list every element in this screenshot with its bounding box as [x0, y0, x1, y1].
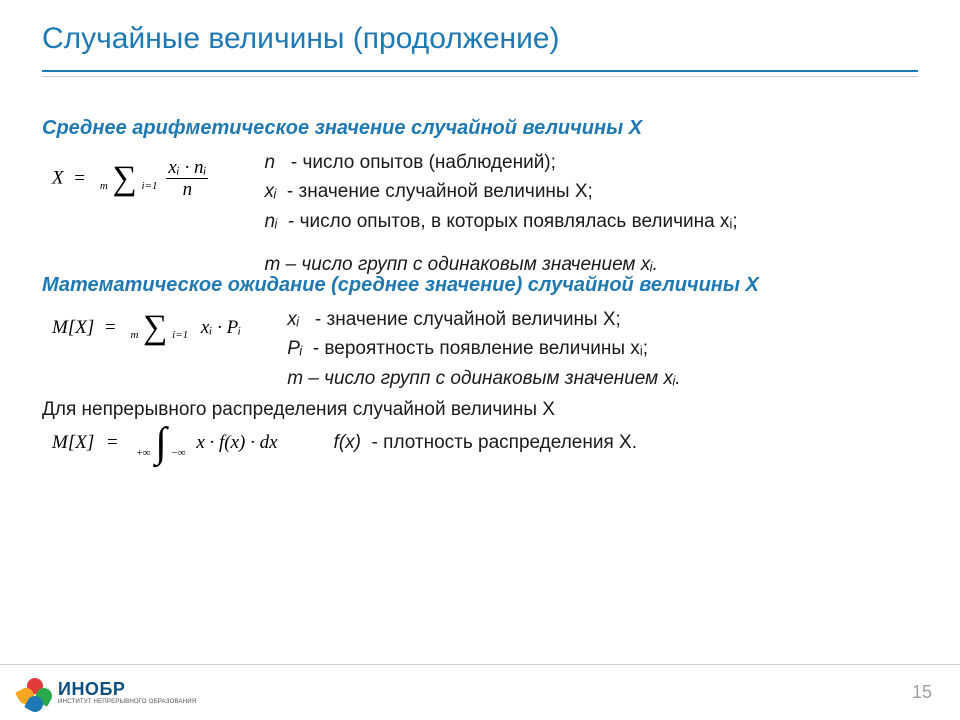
s1-ni-sym: nᵢ [264, 211, 277, 232]
s2-def-xi: xᵢ - значение случайной величины Х; [287, 305, 680, 334]
logo-text: ИНОБР ИНСТИТУТ НЕПРЕРЫВНОГО ОБРАЗОВАНИЯ [58, 680, 196, 705]
s1-def-n: n - число опытов (наблюдений); [264, 148, 737, 177]
s2-lhs: M[X] [52, 317, 94, 338]
slide: Случайные величины (продолжение) Среднее… [0, 0, 960, 720]
s1-n-sym: n [264, 152, 275, 173]
content: Среднее арифметическое значение случайно… [0, 77, 960, 461]
sum-symbol: m ∑ i=1 [100, 164, 158, 194]
sum-symbol-2: m ∑ i=1 [130, 313, 188, 343]
s1-eq: = [68, 168, 91, 189]
slide-title: Случайные величины (продолжение) [42, 22, 918, 56]
continuous-defs: f(x) - плотность распределения Х. [304, 428, 637, 457]
logo-sub: ИНСТИТУТ НЕПРЕРЫВНОГО ОБРАЗОВАНИЯ [58, 698, 196, 705]
s1-ni-text: - число опытов, в которых появлялась вел… [288, 211, 738, 232]
s1-frac-den: n [166, 178, 208, 199]
c-int-top: +∞ [136, 447, 150, 459]
section2-heading: Математическое ожидание (среднее значени… [42, 274, 918, 297]
s2-xi-sym: xᵢ [287, 309, 299, 330]
s1-sum-top: m [100, 180, 108, 192]
s2-xi-text: - значение случайной величины Х; [315, 309, 621, 330]
s1-frac-num: xᵢ · nᵢ [166, 158, 208, 178]
c-def-fx: f(x) - плотность распределения Х. [334, 428, 637, 457]
sigma-icon-2: ∑ [143, 309, 167, 346]
s1-n-text: - число опытов (наблюдений); [291, 152, 556, 173]
s2-def-Pi: Pᵢ - вероятность появление величины xᵢ; [287, 334, 680, 363]
logo-main: ИНОБР [58, 680, 196, 698]
s1-xi-text: - значение случайной величины Х; [287, 181, 593, 202]
s2-sum-bot: i=1 [172, 329, 188, 341]
s2-eq: = [99, 317, 122, 338]
title-rule [42, 70, 918, 72]
s1-lhs: X [52, 168, 64, 189]
s2-def-m: m – число групп с одинаковым значением x… [287, 364, 680, 393]
logo: ИНОБР ИНСТИТУТ НЕПРЕРЫВНОГО ОБРАЗОВАНИЯ [18, 678, 196, 708]
section1-formula: X = m ∑ i=1 xᵢ · nᵢ n [42, 148, 208, 199]
integral-symbol: +∞ ∫ −∞ [136, 425, 185, 461]
s1-sum-bot: i=1 [142, 180, 158, 192]
section2-defs: xᵢ - значение случайной величины Х; Pᵢ -… [267, 305, 680, 393]
section1-heading: Среднее арифметическое значение случайно… [42, 117, 918, 140]
section1-row: X = m ∑ i=1 xᵢ · nᵢ n n - число опытов (… [42, 148, 918, 280]
s1-xi-sym: xᵢ [264, 181, 276, 202]
section2-row: M[X] = m ∑ i=1 xᵢ · Pᵢ xᵢ - значение слу… [42, 305, 918, 393]
section2-formula: M[X] = m ∑ i=1 xᵢ · Pᵢ [42, 305, 241, 343]
c-eq: = [99, 432, 126, 453]
sigma-icon: ∑ [113, 160, 137, 197]
section1-defs: n - число опытов (наблюдений); xᵢ - знач… [234, 148, 737, 280]
c-int-bot: −∞ [172, 447, 186, 459]
s1-frac: xᵢ · nᵢ n [166, 158, 208, 199]
continuous-formula: M[X] = +∞ ∫ −∞ x · f(x) · dx [42, 425, 278, 461]
c-fx-sym: f(x) [334, 432, 361, 453]
c-lhs: M[X] [52, 432, 94, 453]
continuous-row: M[X] = +∞ ∫ −∞ x · f(x) · dx f(x) - плот… [42, 425, 918, 461]
footer: ИНОБР ИНСТИТУТ НЕПРЕРЫВНОГО ОБРАЗОВАНИЯ … [0, 664, 960, 720]
s2-term: xᵢ · Pᵢ [197, 317, 241, 338]
s1-def-xi: xᵢ - значение случайной величины Х; [264, 177, 737, 206]
s2-Pi-text: - вероятность появление величины xᵢ; [313, 338, 648, 359]
s2-sum-top: m [130, 329, 138, 341]
c-fx-text: - плотность распределения Х. [372, 432, 637, 453]
s1-def-ni: nᵢ - число опытов, в которых появлялась … [264, 207, 737, 236]
integral-icon: ∫ [155, 420, 167, 466]
logo-mark-icon [18, 678, 52, 708]
continuous-intro: Для непрерывного распределения случайной… [42, 399, 918, 421]
c-integrand: x · f(x) · dx [196, 432, 277, 453]
spacer [264, 236, 737, 250]
title-area: Случайные величины (продолжение) [0, 0, 960, 64]
s2-Pi-sym: Pᵢ [287, 338, 302, 359]
page-number: 15 [912, 682, 932, 703]
